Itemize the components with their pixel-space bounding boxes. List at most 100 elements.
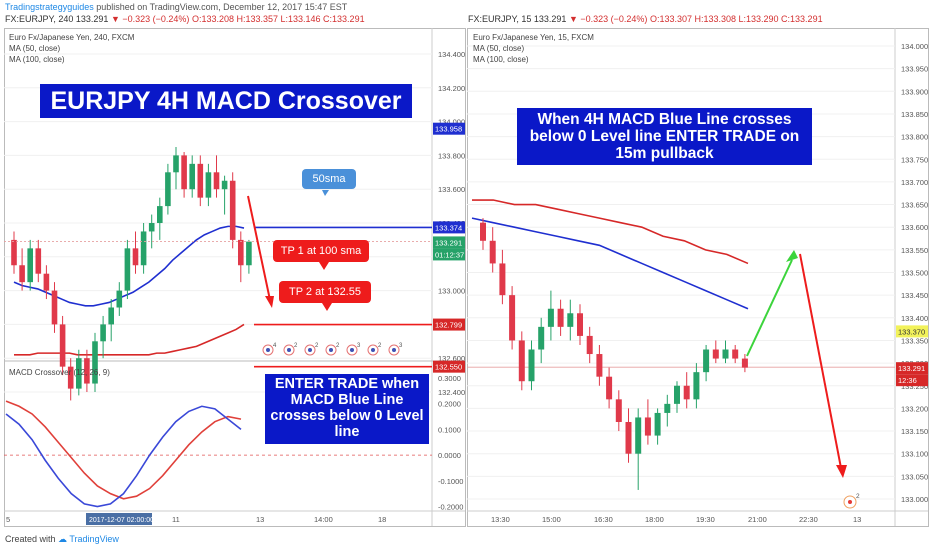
right-event-marker-dot (848, 500, 852, 504)
right-candle-body (674, 385, 680, 404)
right-candle-body (518, 340, 525, 382)
right-time-tick: 13 (853, 515, 861, 524)
left-price: 133.291 (75, 14, 109, 24)
right-candle-body (615, 399, 622, 422)
right-price-tick: 133.700 (901, 178, 928, 187)
time-tag: 2017-12-07 02:00:00 (89, 517, 154, 524)
right-candle-body (547, 308, 554, 327)
left-candle-body (165, 172, 171, 207)
right-candle-body (577, 313, 583, 336)
right-symbol: FX:EURJPY, 15 (468, 14, 532, 24)
right-time-tick: 16:30 (594, 515, 613, 524)
left-price-tick: 133.600 (438, 185, 465, 194)
left-tag-ma50: 133.374 (435, 223, 462, 232)
right-candle-body (528, 349, 535, 382)
left-chart-svg[interactable]: 134.400134.200134.000133.800133.600133.4… (4, 28, 465, 526)
event-marker-count: 4 (273, 343, 277, 349)
left-candle-body (157, 206, 163, 223)
right-candle-body (703, 349, 710, 373)
right-candle-body (625, 421, 632, 454)
event-marker-count: 3 (357, 343, 361, 349)
right-price-tick: 133.950 (901, 65, 928, 74)
left-tag-current-bg (433, 236, 465, 249)
right-time-tick: 18:00 (645, 515, 664, 524)
left-candle-body (173, 155, 179, 173)
left-candle-body (35, 248, 42, 274)
right-tag-countdown: 12:36 (898, 376, 917, 385)
left-candle-body (43, 273, 50, 291)
left-candle-body (238, 239, 244, 266)
right-candle-body (712, 349, 719, 359)
left-candle-body (148, 223, 155, 232)
left-candle-body (229, 180, 236, 240)
tp2-bubble-pointer (322, 303, 332, 311)
left-tag-countdown: 01:12:37 (435, 250, 464, 259)
right-candle-body (499, 263, 506, 296)
event-marker-count: 2 (315, 343, 319, 349)
event-marker-dot (371, 348, 375, 352)
left-title-banner: EURJPY 4H MACD Crossover (40, 84, 412, 118)
left-candle-body (27, 248, 33, 283)
left-price-tick: 133.800 (438, 151, 465, 160)
right-price-tick: 133.600 (901, 223, 928, 232)
left-candle-body (181, 155, 187, 190)
left-candle-body (124, 248, 131, 291)
left-price-tick: 132.400 (438, 388, 465, 397)
footer-tradingview[interactable]: TradingView (69, 534, 119, 544)
left-tag-ma50-bg (433, 221, 465, 234)
right-candle-body (741, 358, 748, 368)
macd-signal-line (5, 400, 242, 500)
author-link[interactable]: Tradingstrategyguides (5, 2, 94, 12)
right-price-tick: 133.200 (901, 404, 928, 413)
sma-bubble-pointer (322, 190, 329, 196)
macd-blue-line (5, 405, 242, 508)
right-price-tick: 134.000 (901, 42, 928, 51)
left-candle-body (221, 180, 228, 190)
green-arrow-line (746, 259, 793, 357)
event-marker-dot (308, 348, 312, 352)
event-marker-dot (329, 348, 333, 352)
right-ma100-line (472, 199, 749, 265)
event-marker-count: 2 (378, 343, 382, 349)
right-candle-body (586, 335, 593, 355)
event-marker-dot (392, 348, 396, 352)
right-time-tick: 19:30 (696, 515, 715, 524)
left-candle-body (140, 231, 147, 266)
right-time-tick: 21:00 (748, 515, 767, 524)
right-legend-symbol: Euro Fx/Japanese Yen, 15, FXCM (473, 33, 594, 42)
left-candle-body (67, 366, 74, 389)
left-drop-arrow-head (265, 296, 274, 308)
right-price-tick: 133.400 (901, 314, 928, 323)
right-price-tick: 133.350 (901, 336, 928, 345)
left-time-tick: 14:00 (314, 515, 333, 524)
right-symbol-line: FX:EURJPY, 15 133.291 ▼ −0.323 (−0.24%) … (468, 14, 823, 24)
right-legend-ma100: MA (100, close) (473, 55, 529, 64)
publish-header: Tradingstrategyguides published on Tradi… (5, 2, 347, 12)
left-tag-tp1: 132.799 (435, 321, 462, 330)
left-tag-top-bg (433, 122, 465, 135)
right-tag-countdown-bg (896, 374, 928, 387)
right-price-tick: 133.450 (901, 291, 928, 300)
right-price-tick: 133.050 (901, 472, 928, 481)
left-candle-body (76, 358, 82, 389)
left-tag-current: 133.291 (435, 238, 462, 247)
macd-tick: 0.1000 (438, 425, 461, 434)
left-time-tick: 5 (6, 515, 10, 524)
left-tag-countdown-bg (433, 248, 465, 261)
tp1-bubble: TP 1 at 100 sma (273, 240, 369, 262)
right-candle-body (489, 240, 496, 264)
left-drop-arrow-line (247, 195, 271, 301)
right-candle-body (722, 349, 729, 359)
left-candle-body (189, 163, 195, 190)
left-tag-tp1-bg (433, 318, 465, 331)
right-chart-svg[interactable]: 134.000 133.950 133.900 133.850 133.800 133.7… (467, 28, 928, 526)
macd-tick: 0.3000 (438, 374, 461, 383)
left-time-tick: 13 (256, 515, 264, 524)
right-legend-ma50: MA (50, close) (473, 44, 525, 53)
left-candle-body (205, 172, 212, 198)
left-tag-tp2-bg (433, 360, 465, 373)
left-change: ▼ −0.323 (−0.24%) (110, 14, 190, 24)
time-tag-bg (86, 513, 152, 525)
right-tag-ma: 133.370 (898, 327, 925, 336)
left-candle-body (11, 239, 17, 266)
